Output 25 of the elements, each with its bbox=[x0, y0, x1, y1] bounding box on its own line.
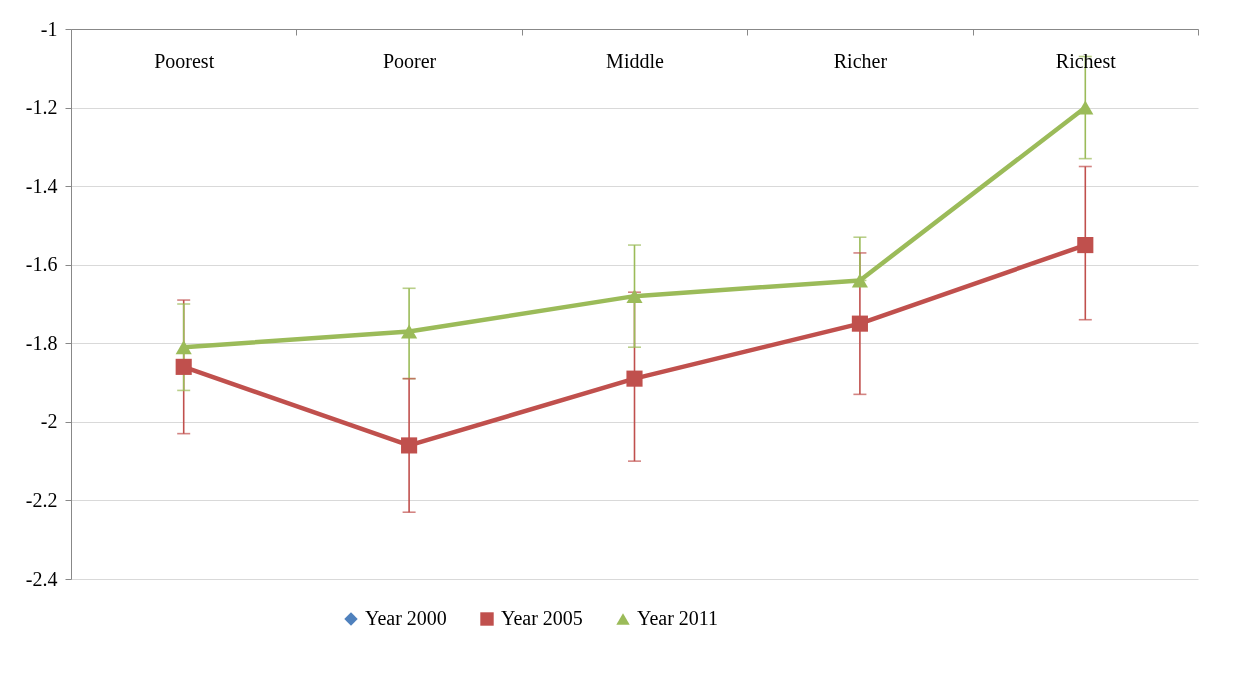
y-tick-label: -1 bbox=[40, 17, 58, 40]
y-tick-label: -1.8 bbox=[25, 331, 58, 354]
legend-label: Year 2000 bbox=[365, 607, 447, 629]
y-tick-label: -2.4 bbox=[25, 567, 58, 590]
point bbox=[175, 340, 192, 355]
point bbox=[401, 437, 418, 454]
point bbox=[175, 358, 192, 375]
point bbox=[1077, 237, 1094, 254]
legend-label: Year 2011 bbox=[637, 607, 719, 629]
y-tick-label: -1.6 bbox=[25, 253, 58, 276]
y-tick-label: -2.2 bbox=[25, 488, 58, 511]
y-tick-label: -2 bbox=[40, 410, 58, 433]
x-tick-label: Poorer bbox=[382, 49, 437, 72]
x-tick-label: Poorest bbox=[154, 49, 215, 72]
point bbox=[626, 370, 643, 387]
x-tick-label: Richer bbox=[833, 49, 888, 72]
point bbox=[401, 324, 418, 339]
y-tick-label: -1.2 bbox=[25, 96, 58, 119]
point bbox=[626, 289, 643, 304]
point bbox=[1077, 100, 1094, 115]
point bbox=[851, 315, 868, 332]
legend-label: Year 2005 bbox=[501, 607, 583, 629]
x-tick-label: Middle bbox=[606, 49, 665, 72]
point bbox=[851, 273, 868, 288]
y-tick-label: -1.4 bbox=[25, 174, 58, 197]
